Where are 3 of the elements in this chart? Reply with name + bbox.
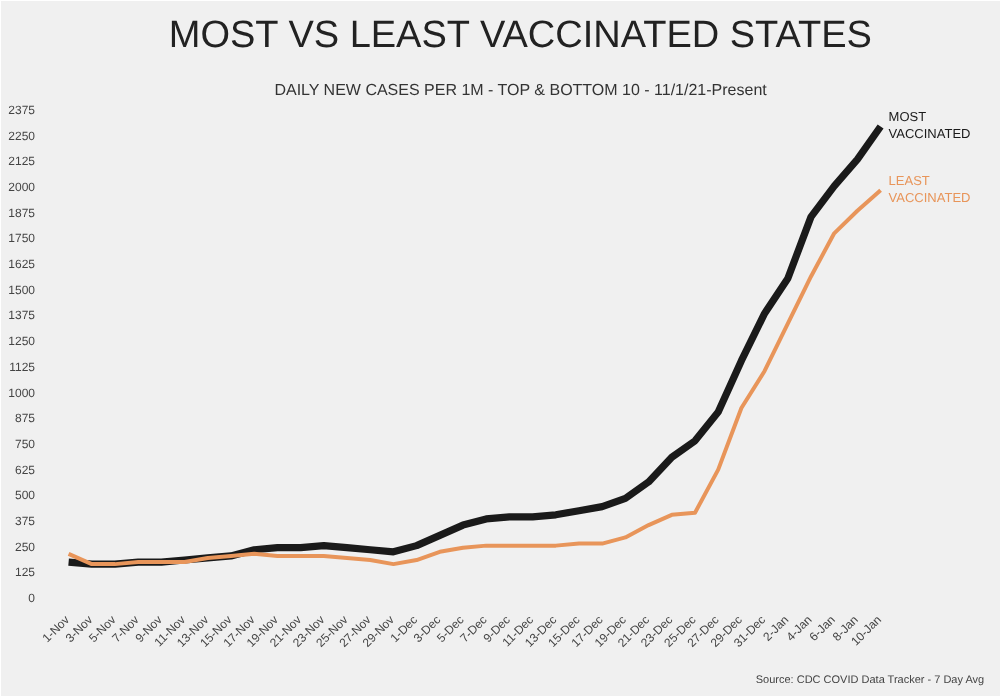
line-series <box>66 188 883 567</box>
chart-subtitle: DAILY NEW CASES PER 1M - TOP & BOTTOM 10 - 11/1/21-Present <box>274 81 769 99</box>
chart-title: MOST VS LEAST VACCINATED STATES <box>168 15 872 57</box>
